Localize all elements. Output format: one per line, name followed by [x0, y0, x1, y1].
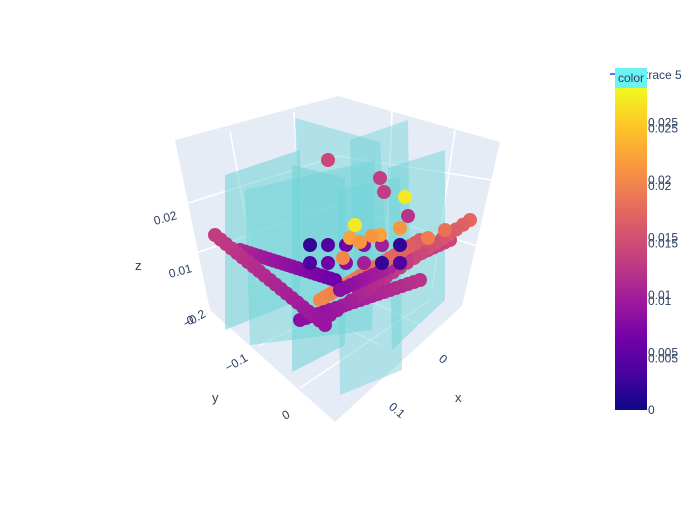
scatter-point	[373, 171, 387, 185]
colorbar-title-box	[615, 68, 647, 88]
z-tick: 0.02	[152, 208, 178, 228]
x-tick: 0.1	[386, 400, 408, 422]
scatter-point	[413, 273, 427, 287]
y-tick: 0	[280, 407, 293, 423]
scatter-point	[398, 190, 412, 204]
x-axis-label: x	[455, 390, 462, 405]
scatter-point	[333, 283, 347, 297]
scatter-point	[357, 256, 371, 270]
colorbar-tick-secondary: 0.005	[648, 351, 678, 365]
colorbar-tick-secondary: 0.015	[648, 236, 678, 250]
scatter-point	[393, 221, 407, 235]
colorbar-tick: 0	[648, 403, 655, 417]
colorbar-tick: 0.005	[648, 346, 678, 360]
y-tick: −0.1	[223, 350, 251, 374]
scatter-point	[321, 238, 335, 252]
scatter-point	[438, 223, 452, 237]
scatter-points	[208, 153, 477, 332]
scatter-point	[321, 153, 335, 167]
scatter-point	[375, 256, 389, 270]
colorbar-tick: 0.02	[648, 173, 672, 187]
colorbar-tick-secondary: 0.01	[648, 294, 672, 308]
scatter-point	[353, 235, 367, 249]
y-axis-label: y	[212, 390, 219, 405]
y-tick: −0.2	[181, 306, 209, 330]
scatter-point	[401, 209, 415, 223]
colorbar-tick-secondary: 0.02	[648, 179, 672, 193]
scatter-point	[393, 256, 407, 270]
z-axis-label: z	[135, 258, 142, 273]
colorbar-title: color	[618, 71, 644, 85]
scatter-point	[303, 256, 317, 270]
scatter-point	[393, 238, 407, 252]
legend-entry-trace-5: trace 5	[645, 68, 682, 82]
colorbar-tick: 0.025	[648, 116, 678, 130]
colorbar-tick-secondary: 0.025	[648, 121, 678, 135]
scatter-point	[348, 218, 362, 232]
scatter-point	[336, 251, 350, 265]
colorbar-tick: 0.01	[648, 288, 672, 302]
z-tick: 0	[185, 313, 195, 328]
colorbar[interactable]: color 0 0.005 0.01 0.015 0.02 0.025 0.005 0.01 0…	[615, 68, 678, 417]
colorbar-gradient	[615, 88, 647, 410]
scatter-point	[365, 229, 379, 243]
scatter-point	[323, 308, 337, 322]
colorbar-tick: 0.015	[648, 231, 678, 245]
scatter-point	[377, 185, 391, 199]
scatter-point	[321, 256, 335, 270]
z-tick: 0.01	[167, 261, 193, 281]
scatter-point	[303, 238, 317, 252]
scatter-point	[421, 231, 435, 245]
x-tick: 0	[436, 352, 450, 367]
